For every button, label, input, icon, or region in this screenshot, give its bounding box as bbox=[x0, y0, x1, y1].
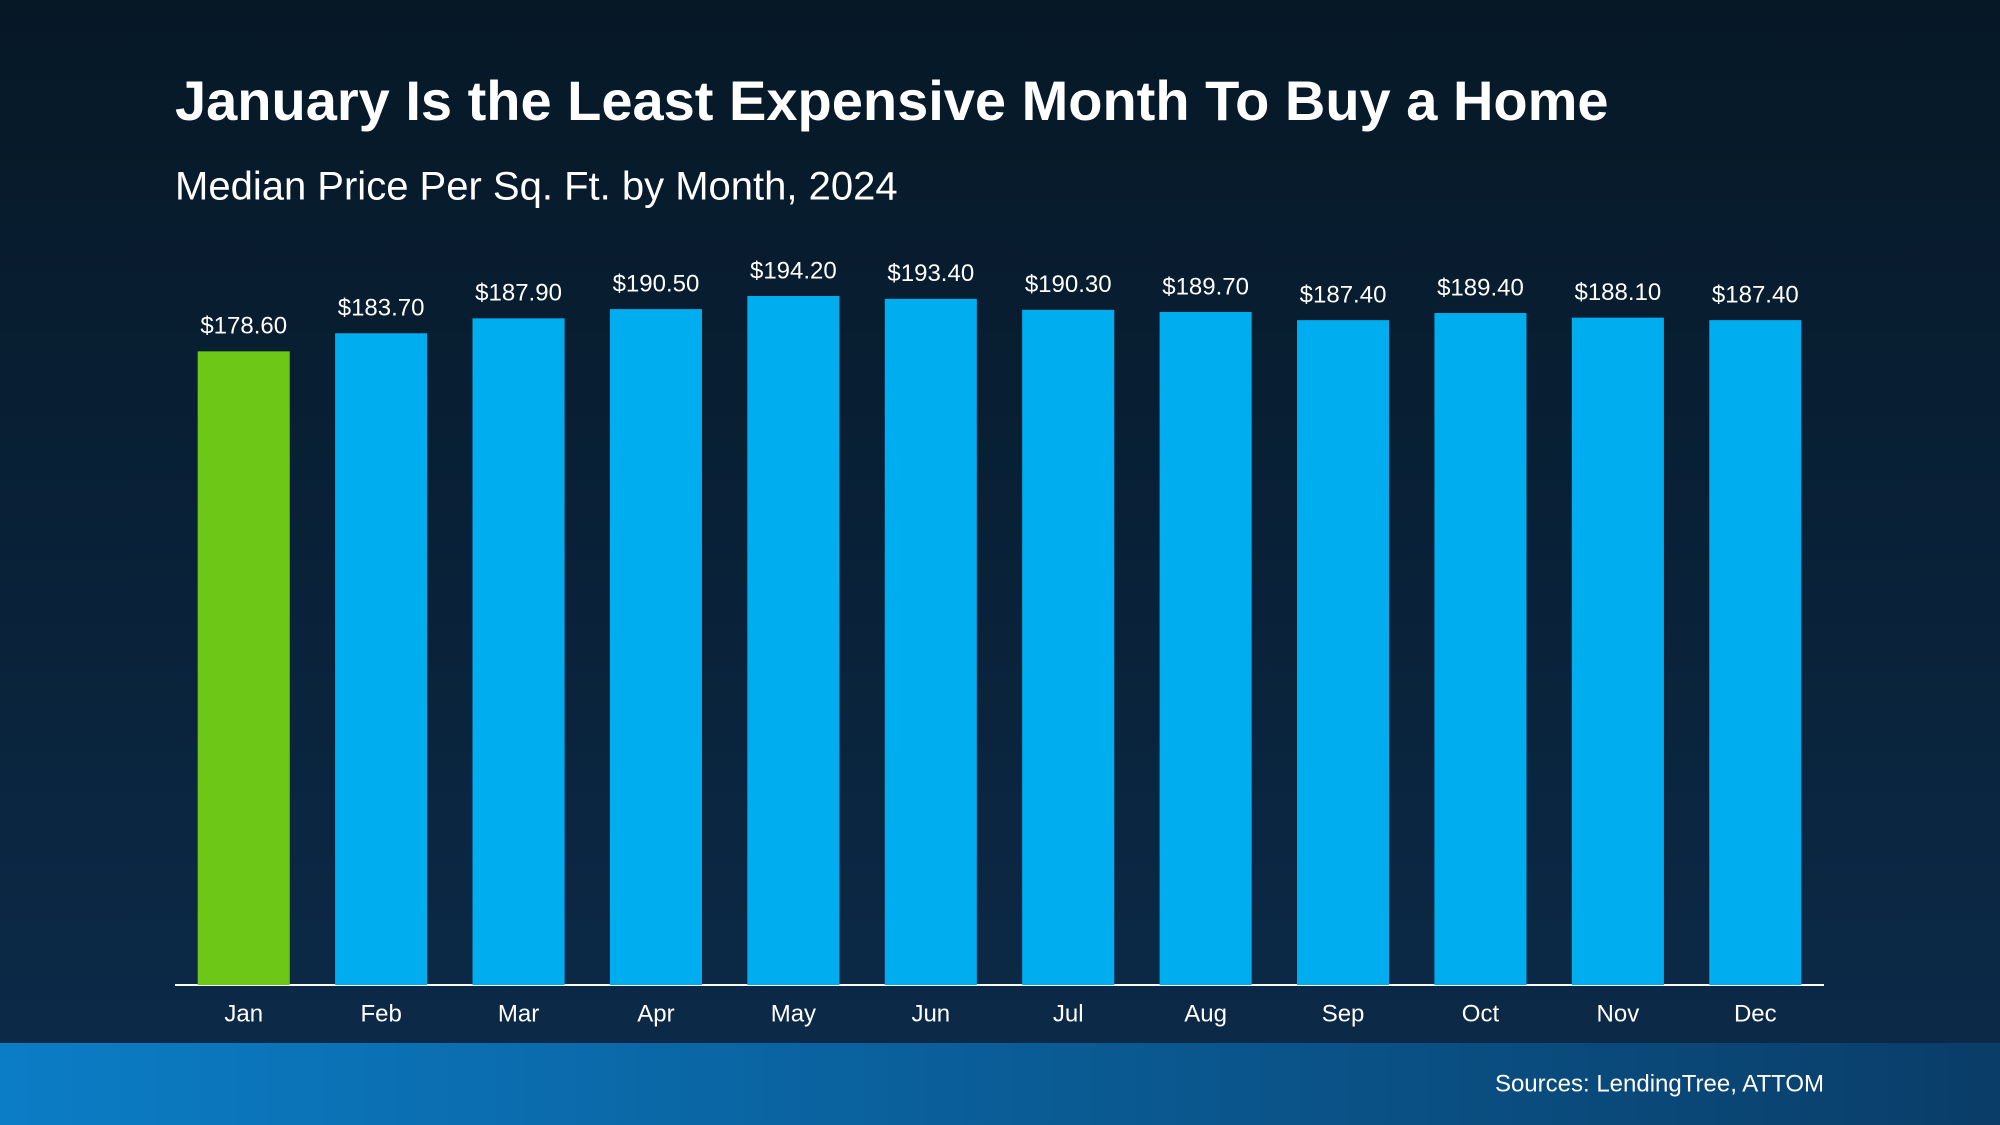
value-label: $178.60 bbox=[200, 313, 287, 340]
x-tick-label: Jan bbox=[224, 1000, 263, 1027]
x-tick-label: May bbox=[771, 1000, 816, 1027]
bar bbox=[884, 298, 977, 985]
bar bbox=[1022, 309, 1115, 985]
value-label: $189.40 bbox=[1437, 274, 1524, 301]
x-tick-label: Jun bbox=[911, 1000, 950, 1027]
x-tick-label: Oct bbox=[1462, 1000, 1500, 1027]
value-label: $190.50 bbox=[613, 270, 700, 297]
footer-band bbox=[0, 1043, 2000, 1125]
x-tick-label: Feb bbox=[360, 1000, 401, 1027]
x-tick-label: Nov bbox=[1597, 1000, 1640, 1027]
value-label: $190.30 bbox=[1025, 271, 1112, 298]
bar bbox=[197, 351, 290, 986]
value-label: $194.20 bbox=[750, 257, 837, 284]
value-label: $187.40 bbox=[1300, 281, 1387, 308]
bar bbox=[609, 309, 702, 985]
value-label: $187.90 bbox=[475, 280, 562, 307]
chart-subtitle: Median Price Per Sq. Ft. by Month, 2024 bbox=[175, 165, 898, 209]
source: Sources: LendingTree, ATTOM bbox=[1495, 1070, 1824, 1097]
bar bbox=[1159, 311, 1252, 986]
x-tick-label: Mar bbox=[498, 1000, 539, 1027]
x-tick-label: Sep bbox=[1322, 1000, 1365, 1027]
x-tick-label: Jul bbox=[1053, 1000, 1084, 1027]
bar bbox=[1709, 320, 1802, 986]
value-label: $188.10 bbox=[1574, 279, 1661, 306]
bar bbox=[747, 296, 840, 985]
x-tick-label: Dec bbox=[1734, 1000, 1777, 1027]
x-tick-label: Apr bbox=[637, 1000, 674, 1027]
bar bbox=[335, 333, 428, 986]
bar bbox=[472, 318, 565, 985]
bar bbox=[1434, 313, 1527, 985]
value-label: $183.70 bbox=[338, 295, 425, 322]
value-label: $189.70 bbox=[1162, 273, 1249, 300]
value-label: $187.40 bbox=[1712, 281, 1799, 308]
bar bbox=[1297, 320, 1390, 986]
bar bbox=[1571, 317, 1664, 986]
chart-title: January Is the Least Expensive Month To … bbox=[175, 69, 1609, 132]
x-tick-label: Aug bbox=[1184, 1000, 1227, 1027]
value-label: $193.40 bbox=[887, 260, 974, 287]
